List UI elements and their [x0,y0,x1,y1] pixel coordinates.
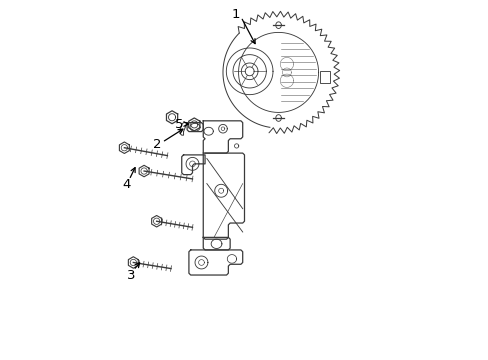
Text: 2: 2 [153,138,162,151]
Text: 3: 3 [127,269,136,282]
Text: 1: 1 [231,8,239,21]
Text: 4: 4 [122,178,131,191]
Bar [319,71,329,83]
Text: 5: 5 [175,118,183,131]
